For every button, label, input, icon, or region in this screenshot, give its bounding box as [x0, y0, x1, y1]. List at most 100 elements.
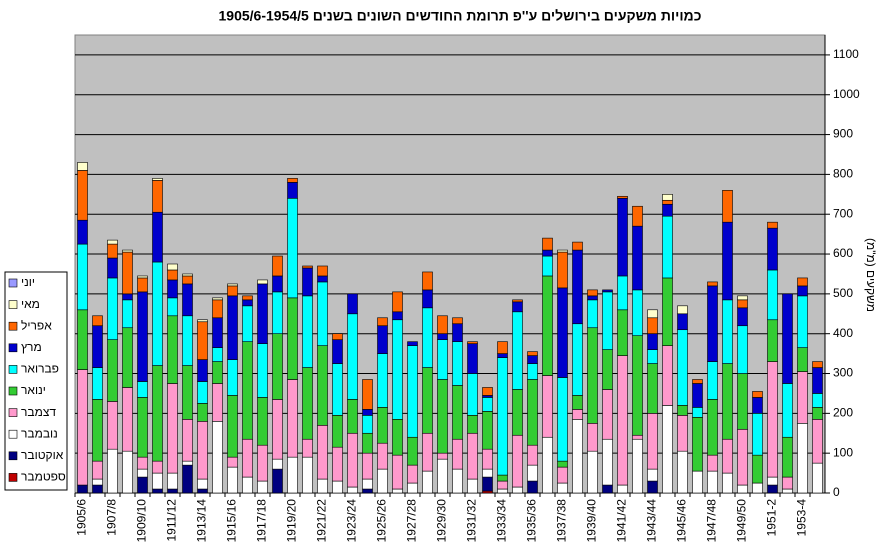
bar-segment	[242, 341, 253, 440]
bar-segment	[122, 450, 133, 494]
bar-segment	[212, 383, 223, 422]
y-tick-label: 800	[833, 167, 853, 181]
bar-segment	[662, 199, 673, 205]
bar-segment	[782, 436, 793, 478]
bar-segment	[482, 468, 493, 478]
bar-segment	[137, 291, 148, 382]
bar-segment	[437, 452, 448, 460]
bar-segment	[302, 438, 313, 458]
bar-segment	[467, 341, 478, 344]
bar-segment	[77, 170, 88, 221]
bar-segment	[152, 178, 163, 181]
x-tick-label: 1915/16	[225, 499, 239, 543]
bar-segment	[257, 480, 268, 494]
x-tick-label: 1909/10	[135, 499, 149, 543]
bar-segment	[677, 329, 688, 406]
bar-segment	[767, 269, 778, 321]
bar-segment	[137, 381, 148, 398]
bar-segment	[662, 194, 673, 201]
legend-label: אוקטובר	[21, 448, 64, 462]
bar-segment	[602, 389, 613, 440]
legend-swatch	[8, 429, 18, 439]
bar-segment	[662, 345, 673, 406]
bar-segment	[167, 472, 178, 490]
bar-segment	[617, 355, 628, 486]
x-tick-label: 1919/20	[285, 499, 299, 543]
legend-swatch	[8, 343, 18, 353]
bar-segment	[632, 335, 643, 436]
bar-segment	[557, 377, 568, 462]
bar-segment	[317, 478, 328, 494]
bar-segment	[272, 255, 283, 277]
bar-segment	[647, 349, 658, 364]
bar-segment	[182, 460, 193, 466]
bar-segment	[602, 291, 613, 350]
bar-segment	[167, 315, 178, 384]
bar-segment	[197, 321, 208, 360]
bar-segment	[92, 478, 103, 486]
bar-segment	[797, 423, 808, 494]
bar-segment	[767, 319, 778, 362]
x-tick-label: 1943/44	[645, 499, 659, 543]
bar-segment	[317, 345, 328, 426]
bar-segment	[542, 275, 553, 376]
bar-segment	[527, 379, 538, 446]
x-tick-label: 1929/30	[435, 499, 449, 543]
bar-segment	[197, 359, 208, 382]
bar-segment	[557, 249, 568, 253]
bar-segment	[317, 275, 328, 283]
bar-segment	[647, 413, 658, 470]
bar-segment	[152, 472, 163, 490]
bar-segment	[467, 432, 478, 480]
bar-segment	[647, 468, 658, 482]
bar-segment	[707, 281, 718, 287]
bar-segment	[212, 361, 223, 384]
bar-segment	[122, 251, 133, 295]
bar-segment	[587, 295, 598, 301]
bar-segment	[392, 454, 403, 490]
bar-segment	[77, 309, 88, 370]
bar-segment	[527, 444, 538, 466]
bar-segment	[707, 399, 718, 456]
bar-segment	[107, 257, 118, 279]
x-tick-label: 1913/14	[195, 499, 209, 543]
x-tick-label: 1945/46	[675, 499, 689, 543]
bar-segment	[677, 313, 688, 331]
legend-label: מאי	[21, 297, 40, 311]
bar-segment	[587, 423, 598, 452]
bar-segment	[272, 275, 283, 293]
bar-segment	[107, 243, 118, 259]
bar-segment	[482, 476, 493, 492]
bar-segment	[242, 438, 253, 478]
bar-segment	[677, 450, 688, 494]
bar-segment	[647, 480, 658, 494]
y-tick-label: 1100	[833, 47, 859, 61]
bar-segment	[782, 293, 793, 384]
bar-segment	[737, 307, 748, 327]
legend-label: פברואר	[21, 362, 59, 376]
bar-segment	[467, 415, 478, 434]
bar-segment	[647, 333, 658, 350]
bar-segment	[332, 415, 343, 448]
bar-segment	[107, 277, 118, 340]
legend-swatch	[8, 365, 18, 374]
bar-segment	[182, 365, 193, 420]
bar-segment	[332, 480, 343, 494]
legend-swatch	[8, 321, 18, 331]
bar-segment	[347, 313, 358, 400]
bar-segment	[212, 347, 223, 362]
bar-segment	[407, 464, 418, 484]
bar-segment	[272, 399, 283, 460]
x-tick-label: 1927/28	[405, 499, 419, 543]
x-tick-label: 1939/40	[585, 499, 599, 543]
bar-segment	[197, 478, 208, 490]
bar-segment	[152, 261, 163, 366]
bar-segment	[77, 243, 88, 311]
bar-segment	[227, 456, 238, 468]
bar-segment	[722, 221, 733, 301]
bar-segment	[347, 486, 358, 494]
y-axis-label: משקעים (מ"מ)	[864, 238, 878, 312]
bar-segment	[257, 397, 268, 446]
bar-segment	[302, 267, 313, 297]
bar-segment	[692, 417, 703, 472]
